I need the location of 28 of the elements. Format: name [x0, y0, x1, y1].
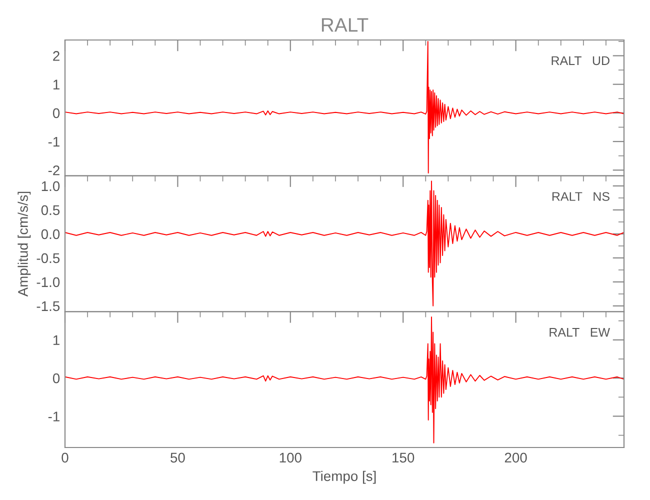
x-tick-label: 200: [504, 452, 527, 463]
y-tick-label: 0: [52, 373, 60, 384]
y-tick-label: -1.5: [36, 301, 60, 312]
chart-title: RALT: [322, 18, 368, 32]
x-tick-label: 50: [170, 452, 185, 463]
line-series: [65, 40, 624, 174]
y-tick-label: -2: [48, 165, 60, 176]
y-tick-label: -1.0: [36, 277, 60, 288]
y-tick-label: -1: [48, 412, 60, 422]
x-tick-label: 0: [62, 452, 68, 463]
y-tick-label: 0.0: [41, 229, 60, 240]
annotation: RALT UD: [552, 56, 610, 66]
y-tick-label: 0.5: [41, 205, 60, 216]
y-tick-label: -0.5: [36, 253, 60, 264]
y-axis-title: Amplitud [cm/s/s]: [18, 192, 31, 297]
y-tick-label: 1: [53, 80, 60, 90]
line-series: [65, 180, 624, 306]
y-tick-label: 1: [53, 335, 60, 345]
y-tick-label: 2: [53, 51, 60, 61]
annotation: RALT EW: [550, 328, 610, 337]
y-tick-label: 0: [52, 108, 60, 118]
x-tick-label: 150: [392, 452, 414, 463]
x-axis-title: Tiempo [s]: [312, 470, 376, 484]
y-tick-label: 1.0: [42, 181, 60, 192]
x-tick-label: 100: [280, 452, 302, 463]
annotation: RALT NS: [552, 192, 610, 201]
line-series: [65, 316, 624, 444]
y-tick-label: -1: [48, 136, 60, 147]
